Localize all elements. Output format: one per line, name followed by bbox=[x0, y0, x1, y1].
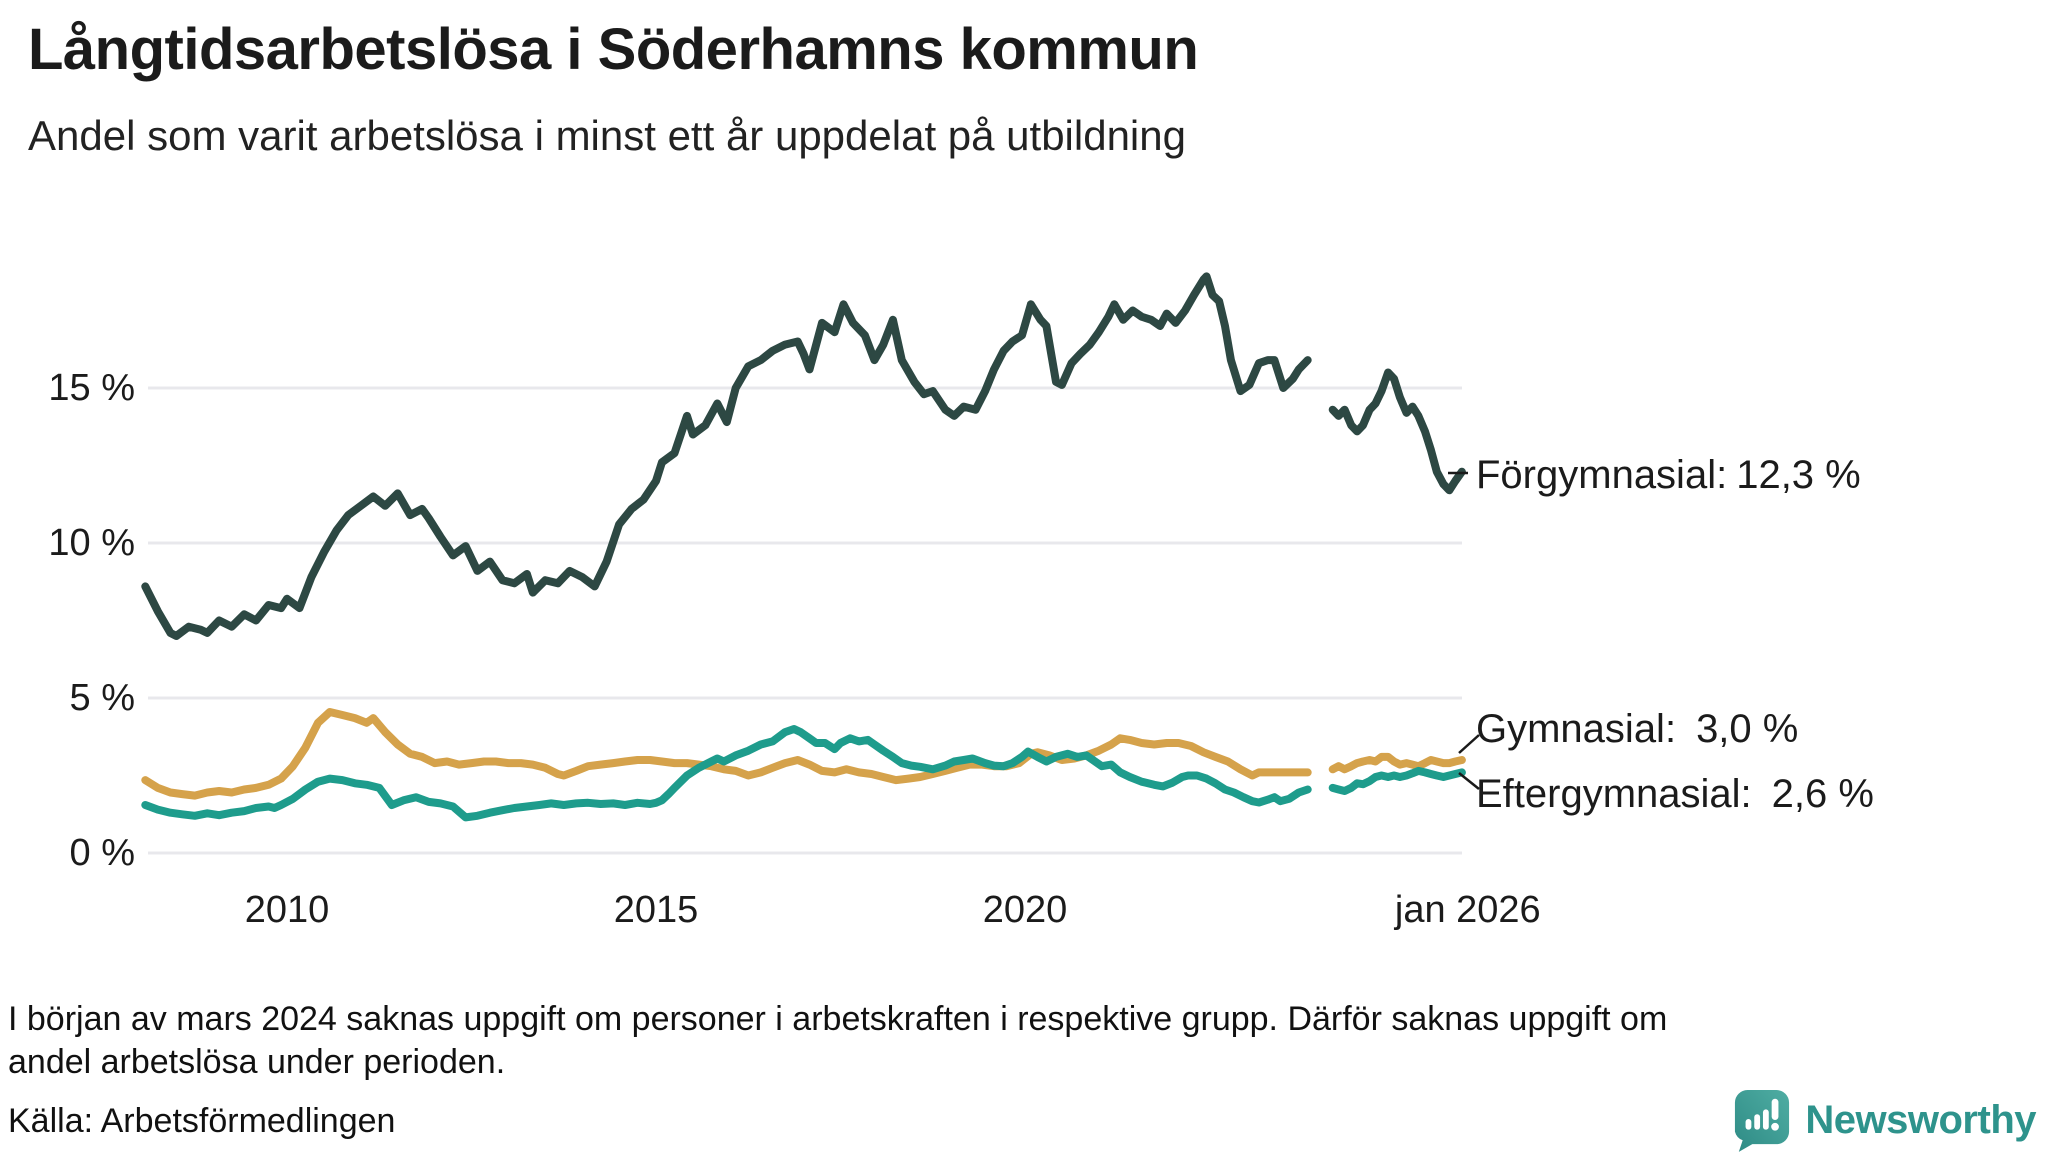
y-tick-label-5: 5 % bbox=[69, 677, 135, 719]
x-tick-label-jan-2026: jan 2026 bbox=[1394, 889, 1541, 931]
series-line-eftergymnasial-seg1 bbox=[1328, 766, 1466, 795]
speech-bubble-shape bbox=[1735, 1090, 1790, 1152]
source-credit: Källa: Arbetsförmedlingen bbox=[8, 1102, 396, 1140]
label-connector-gymnasial bbox=[1458, 734, 1480, 754]
x-tick-label-2020: 2020 bbox=[982, 889, 1068, 931]
series-value-eftergymnasial: 2,6 % bbox=[1771, 772, 1874, 816]
x-tick-label-2015: 2015 bbox=[613, 889, 699, 931]
y-tick-label-0: 0 % bbox=[69, 832, 135, 874]
series-name-gymnasial: Gymnasial: bbox=[1476, 707, 1677, 751]
newsworthy-icon bbox=[1735, 1090, 1790, 1152]
footnote-line-1: I början av mars 2024 saknas uppgift om … bbox=[8, 1000, 1668, 1038]
series-name-forgymnasial: Förgymnasial: bbox=[1476, 453, 1728, 497]
series-line-eftergymnasial-seg0 bbox=[141, 725, 1312, 822]
y-tick-label-15: 15 % bbox=[48, 367, 135, 409]
newsworthy-wordmark: Newsworthy bbox=[1805, 1097, 2036, 1142]
series-line-gymnasial-seg1 bbox=[1328, 752, 1466, 774]
y-tick-label-10: 10 % bbox=[48, 522, 135, 564]
series-end-label-eftergymnasial: Eftergymnasial: 2,6 % bbox=[1476, 768, 1874, 820]
series-line-förgymnasial-seg1 bbox=[1328, 368, 1466, 495]
series-line-förgymnasial-seg0 bbox=[141, 272, 1312, 640]
label-connector-eftergymnasial bbox=[1458, 772, 1480, 790]
series-value-gymnasial: 3,0 % bbox=[1696, 707, 1799, 751]
footnote: I början av mars 2024 saknas uppgift om … bbox=[8, 998, 2044, 1084]
newsworthy-logo: Newsworthy bbox=[1733, 1088, 2036, 1152]
x-tick-label-2010: 2010 bbox=[244, 889, 330, 931]
series-end-label-forgymnasial: Förgymnasial: 12,3 % bbox=[1476, 449, 1861, 501]
footnote-line-2: andel arbetslösa under perioden. bbox=[8, 1043, 506, 1081]
series-line-gymnasial-seg0 bbox=[141, 708, 1312, 800]
series-end-label-gymnasial: Gymnasial: 3,0 % bbox=[1476, 703, 1798, 755]
page-title: Långtidsarbetslösa i Söderhamns kommun bbox=[28, 17, 1199, 82]
series-value-forgymnasial: 12,3 % bbox=[1736, 453, 1861, 497]
series-name-eftergymnasial: Eftergymnasial: bbox=[1476, 772, 1752, 816]
chart-subtitle: Andel som varit arbetslösa i minst ett å… bbox=[28, 112, 1186, 159]
